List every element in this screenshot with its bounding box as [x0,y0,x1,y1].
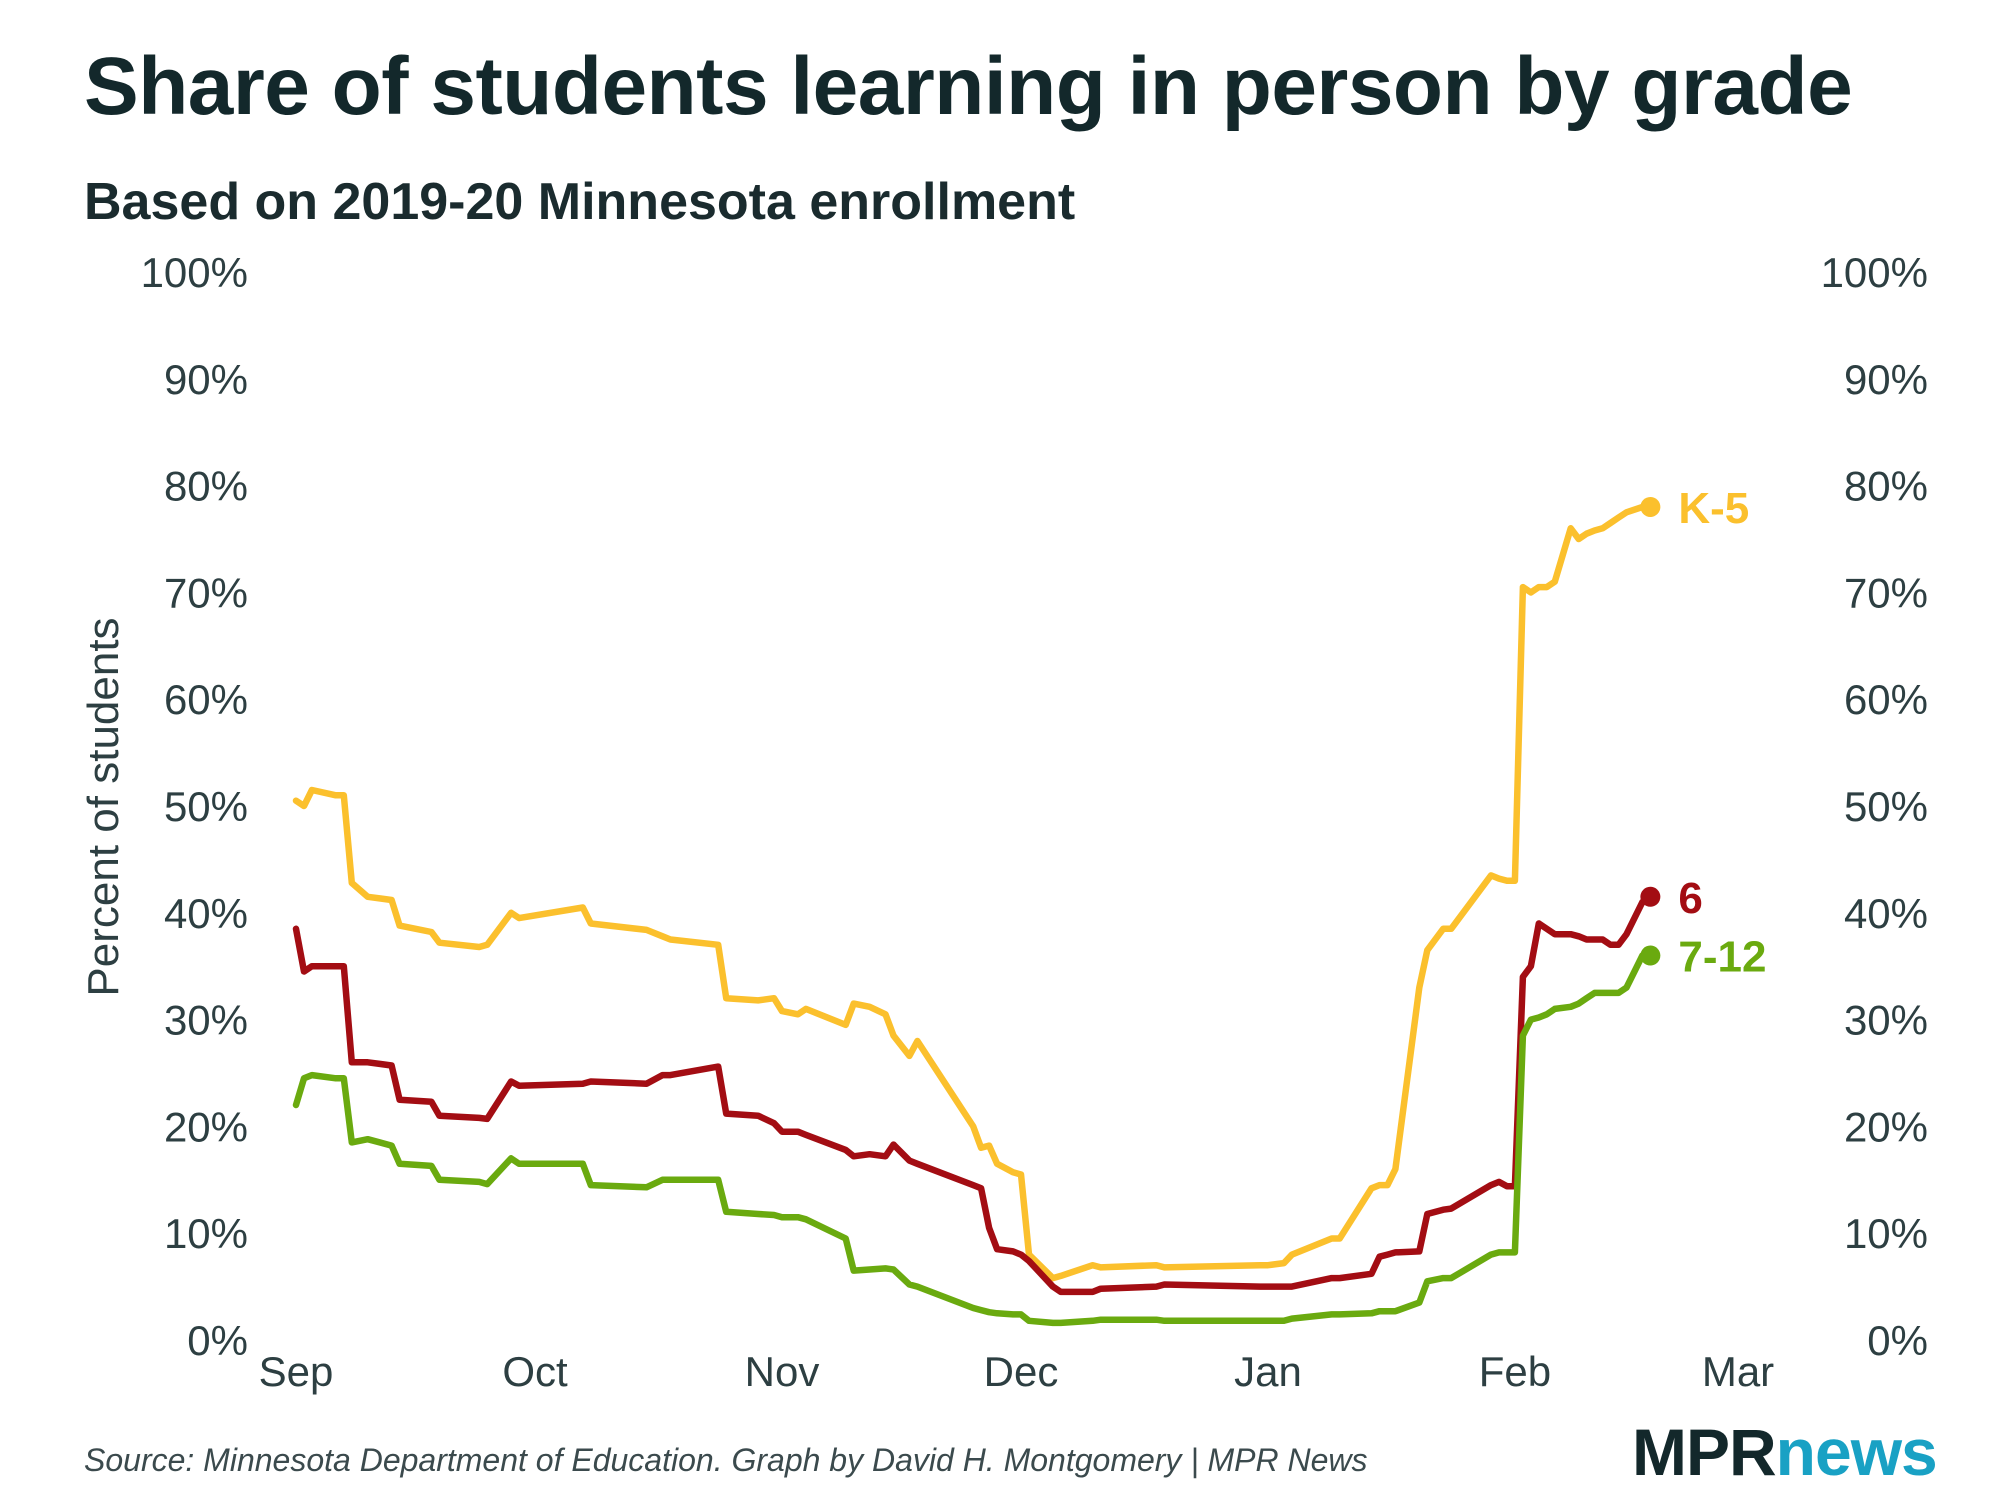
series-line-3 [292,952,1654,1327]
y-tick-label-left: 10% [164,1210,248,1257]
series-end-point-2 [1640,886,1661,907]
y-tick-label-right: 60% [1844,676,1928,723]
series-end-point-3 [1640,945,1661,966]
series-line-2 [292,893,1654,1296]
source-note: Source: Minnesota Department of Educatio… [84,1442,1368,1478]
y-tick-label-right: 30% [1844,997,1928,1044]
x-tick-label: Oct [502,1348,568,1395]
y-tick-label-right: 70% [1844,569,1928,616]
series-label-2: 6 [1678,874,1702,923]
y-tick-label-left: 60% [164,676,248,723]
series-labels: K-5 6 7-12 [1678,484,1766,982]
y-tick-label-right: 0% [1867,1317,1928,1364]
x-tick-label: Mar [1702,1348,1774,1395]
logo-mpr: MPR [1632,1415,1777,1489]
y-tick-label-right: 50% [1844,783,1928,830]
y-tick-label-left: 0% [187,1317,248,1364]
y-tick-label-left: 70% [164,569,248,616]
y-tick-label-left: 90% [164,356,248,403]
series-line-1 [292,503,1654,1282]
y-tick-label-left: 100% [141,249,248,296]
y-tick-label-right: 10% [1844,1210,1928,1257]
y-tick-label-right: 20% [1844,1103,1928,1150]
x-tick-label: Jan [1234,1348,1302,1395]
chart-subtitle: Based on 2019-20 Minnesota enrollment [84,173,1076,231]
series-label-3: 7-12 [1678,933,1766,982]
series-lines [292,496,1661,1327]
x-tick-label: Dec [984,1348,1059,1395]
logo-news: news [1775,1415,1938,1489]
y-tick-label-right: 40% [1844,890,1928,937]
x-tick-label: Nov [745,1348,820,1395]
y-tick-label-right: 100% [1821,249,1928,296]
series-label-1: K-5 [1678,484,1749,533]
y-tick-label-left: 40% [164,890,248,937]
chart-title: Share of students learning in person by … [84,41,1853,132]
x-tick-label: Feb [1479,1348,1551,1395]
mpr-news-logo: MPRnews [1632,1414,1938,1490]
y-tick-label-left: 30% [164,997,248,1044]
y-axis-left: 0% 10% 20% 30% 40% 50% 60% 70% 80% 90% 100% [141,249,248,1364]
y-axis-label: Percent of students [79,617,128,996]
y-tick-label-left: 50% [164,783,248,830]
x-tick-label: Sep [259,1348,334,1395]
y-axis-right: 0% 10% 20% 30% 40% 50% 60% 70% 80% 90% 100% [1821,249,1928,1364]
y-tick-label-right: 90% [1844,356,1928,403]
y-tick-label-left: 20% [164,1103,248,1150]
x-axis: Sep Oct Nov Dec Jan Feb Mar [259,1348,1775,1395]
y-tick-label-right: 80% [1844,463,1928,510]
y-tick-label-left: 80% [164,463,248,510]
series-end-point-1 [1640,496,1661,517]
